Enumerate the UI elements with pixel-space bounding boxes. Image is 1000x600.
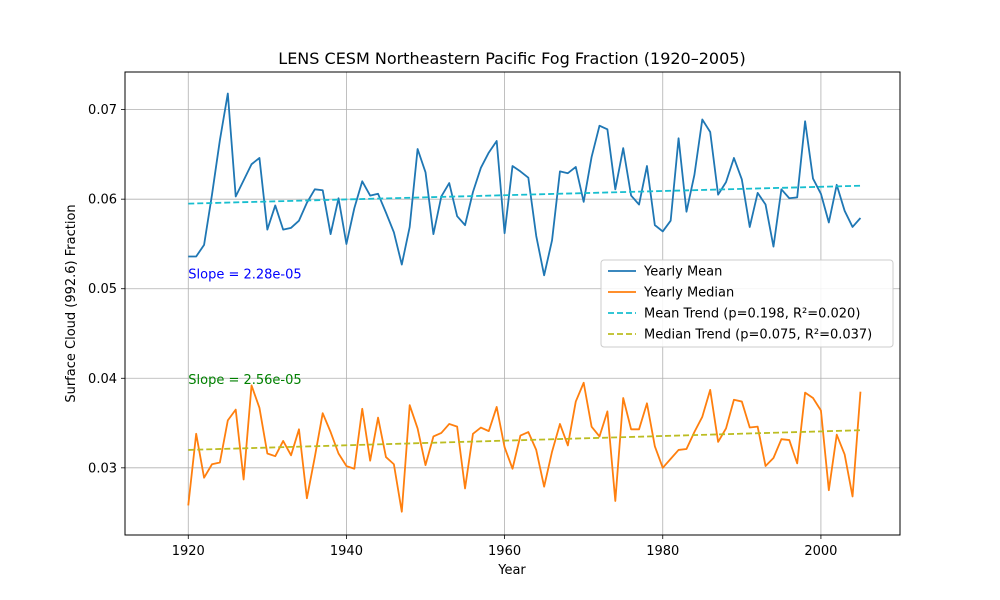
y-tick-label: 0.04	[88, 372, 117, 387]
axis-ticks: 1920 1940 1960 1980 2000 0.03 0.04 0.05 0.06 0.07	[88, 103, 837, 559]
legend-box	[600, 259, 894, 348]
y-axis-title: Surface Cloud (992.6) Fraction	[64, 204, 79, 402]
y-tick-label: 0.05	[88, 282, 117, 297]
legend-label: Yearly Mean	[643, 265, 722, 280]
trend-line-mean	[188, 184, 861, 205]
legend-label: Median Trend (p=0.075, R²=0.037)	[644, 328, 872, 343]
legend-label: Mean Trend (p=0.198, R²=0.020)	[644, 307, 860, 322]
x-tick-label: 1940	[330, 544, 363, 559]
x-tick-label: 1920	[172, 544, 205, 559]
x-tick-label: 2000	[804, 544, 837, 559]
y-tick-label: 0.07	[88, 103, 117, 118]
series-line-yearly-mean	[188, 92, 862, 277]
annotations: Slope = 2.28e-05 Slope = 2.56e-05	[188, 267, 301, 388]
x-tick-label: 1980	[646, 544, 679, 559]
legend: Yearly Mean Yearly Median Mean Trend (p=0.…	[600, 259, 894, 348]
plot-frame	[124, 71, 901, 536]
slope-annotation: Slope = 2.56e-05	[188, 373, 301, 388]
legend-label: Yearly Median	[643, 286, 734, 301]
plot-lines	[187, 92, 862, 513]
slope-annotation: Slope = 2.28e-05	[188, 267, 301, 282]
series-line-yearly-median	[187, 381, 862, 513]
y-tick-label: 0.03	[88, 461, 117, 476]
y-tick-label: 0.06	[88, 193, 117, 208]
chart-title: LENS CESM Northeastern Pacific Fog Fract…	[278, 49, 745, 68]
x-axis-title: Year	[497, 563, 526, 578]
trend-line-median	[188, 429, 861, 451]
x-tick-label: 1960	[488, 544, 521, 559]
